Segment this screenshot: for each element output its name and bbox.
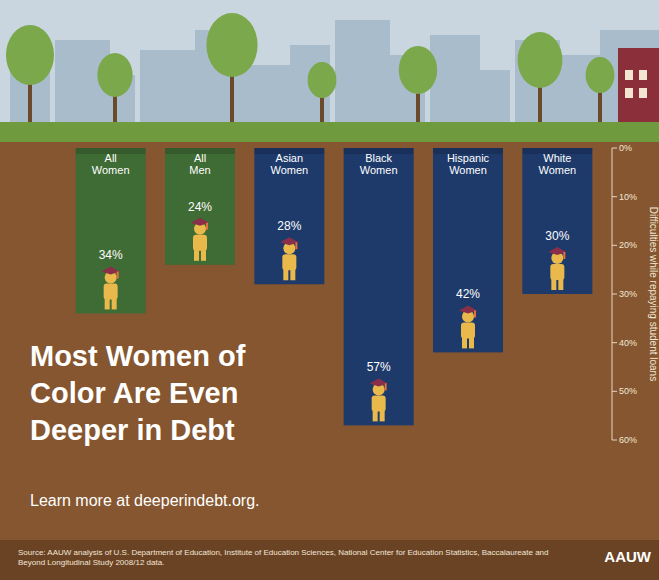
subtitle: Learn more at deeperindebt.org. <box>30 492 259 509</box>
data-label: 34% <box>99 248 123 262</box>
bar <box>76 148 146 313</box>
y-axis: 0% 10% 20% 30% 40% 50% 60% Difficulties while r… <box>612 143 659 445</box>
category-label: HispanicWomen <box>447 152 490 176</box>
ground <box>0 142 659 580</box>
person-leg <box>290 268 295 280</box>
building <box>140 50 200 130</box>
tree <box>399 46 437 94</box>
tick <box>612 440 617 441</box>
category-label: AllMen <box>189 152 210 176</box>
tassel <box>385 383 387 390</box>
tick <box>612 196 617 197</box>
category-label: AllWomen <box>92 152 130 176</box>
window <box>639 88 647 98</box>
tick-label: 40% <box>619 338 637 348</box>
category-label: AsianWomen <box>270 152 308 176</box>
tassel <box>474 310 476 317</box>
tree <box>206 13 257 77</box>
data-label: 42% <box>456 287 480 301</box>
building <box>240 65 290 130</box>
data-label: 30% <box>545 229 569 243</box>
tick <box>612 245 617 246</box>
tick-label: 30% <box>619 289 637 299</box>
person-body <box>461 322 475 338</box>
person-leg <box>551 278 556 290</box>
tree <box>308 62 337 98</box>
person-icon <box>191 218 209 261</box>
person-body <box>104 283 118 299</box>
person-icon <box>280 237 298 280</box>
source: Source: AAUW analysis of U.S. Department… <box>18 548 549 567</box>
person-icon <box>370 378 388 421</box>
bar <box>344 148 414 425</box>
tree <box>586 57 615 93</box>
window <box>625 88 633 98</box>
bar <box>254 148 324 284</box>
tassel <box>563 252 565 259</box>
bar <box>433 148 503 352</box>
logo: AAUW <box>604 548 651 565</box>
tick-label: 10% <box>619 192 637 202</box>
person-leg <box>283 268 288 280</box>
person-body <box>282 254 296 270</box>
school-building <box>618 48 659 130</box>
category-label: WhiteWomen <box>538 152 576 176</box>
tick <box>612 342 617 343</box>
person-icon <box>548 247 566 290</box>
category-label: BlackWomen <box>360 152 398 176</box>
person-body <box>550 264 564 280</box>
tick <box>612 294 617 295</box>
person-leg <box>469 336 474 348</box>
tick-label: 20% <box>619 240 637 250</box>
person-leg <box>373 409 378 421</box>
person-body <box>372 395 386 411</box>
tree <box>97 53 132 97</box>
tick <box>612 148 617 149</box>
window <box>639 70 647 80</box>
title: Most Women ofColor Are EvenDeeper in Deb… <box>30 340 246 446</box>
bar <box>165 148 235 265</box>
grass <box>0 122 659 142</box>
background <box>0 0 659 580</box>
person-leg <box>380 409 385 421</box>
tick <box>612 391 617 392</box>
tick-label: 60% <box>619 435 637 445</box>
person-leg <box>201 249 206 261</box>
footer-band <box>0 540 659 580</box>
window <box>625 70 633 80</box>
person-icon <box>459 305 477 348</box>
data-label: 24% <box>188 200 212 214</box>
person-leg <box>194 249 199 261</box>
tassel <box>295 242 297 249</box>
tassel <box>117 271 119 278</box>
person-body <box>193 235 207 251</box>
data-label: 57% <box>367 360 391 374</box>
person-icon <box>102 266 120 309</box>
bar <box>522 148 592 294</box>
person-leg <box>462 336 467 348</box>
building <box>470 70 510 130</box>
tassel <box>206 223 208 230</box>
data-label: 28% <box>277 219 301 233</box>
person-leg <box>558 278 563 290</box>
person-leg <box>105 297 110 309</box>
sky <box>0 0 659 130</box>
tick-label: 0% <box>619 143 632 153</box>
chart: AllWomen 34% AllMen 24% AsianWomen 28% BlackWo… <box>0 0 659 580</box>
tick-label: 50% <box>619 386 637 396</box>
axis-title: Difficulties while repaying student loan… <box>648 207 659 381</box>
tree <box>518 32 563 88</box>
tree <box>6 25 54 85</box>
person-leg <box>112 297 117 309</box>
